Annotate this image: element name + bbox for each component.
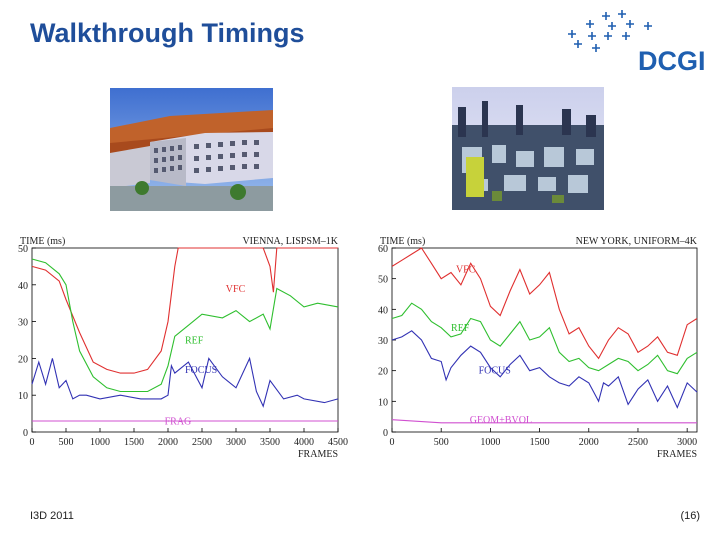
y-tick-label: 10 — [18, 391, 28, 402]
x-tick-label: 500 — [434, 437, 449, 448]
series-line-geom-bvol — [391, 419, 697, 424]
x-tick-label: 500 — [59, 437, 74, 448]
slide-number: (16) — [680, 510, 700, 522]
x-tick-label: 4000 — [294, 437, 314, 448]
x-tick-label: 2000 — [158, 437, 178, 448]
chart-title: NEW YORK, UNIFORM–4K — [576, 236, 698, 247]
logo-stars — [568, 10, 652, 52]
chart-title: VIENNA, LISPSM–1K — [242, 236, 338, 247]
y-tick-label: 40 — [378, 305, 388, 316]
conference-label: I3D 2011 — [30, 510, 74, 522]
x-tick-label: 1500 — [124, 437, 144, 448]
dcgi-logo: DCGI — [560, 6, 710, 76]
x-axis-label: FRAMES — [657, 449, 697, 460]
series-label: FOCUS — [185, 365, 217, 376]
y-tick-label: 20 — [18, 354, 28, 365]
series-line-focus — [31, 356, 339, 408]
x-tick-label: 3000 — [677, 437, 697, 448]
x-tick-label: 1000 — [480, 437, 500, 448]
x-axis-label: FRAMES — [298, 449, 338, 460]
series-line-vfc — [391, 247, 698, 360]
y-tick-label: 10 — [378, 397, 388, 408]
vienna-timing-chart: 0 10 20 30 40 50 0 500 1000 1500 2000 2500 3000 3500 4… — [10, 228, 350, 468]
series-label: REF — [185, 336, 204, 347]
series-line-ref — [391, 302, 698, 375]
x-tick-label: 2500 — [628, 437, 648, 448]
series-line-ref — [31, 258, 339, 393]
series-label: VFC — [456, 265, 476, 276]
x-tick-label: 4500 — [328, 437, 348, 448]
slide-title: Walkthrough Timings — [30, 18, 305, 48]
y-tick-label: 0 — [23, 428, 28, 439]
y-tick-label: 60 — [378, 244, 388, 255]
y-tick-label: 30 — [18, 318, 28, 329]
series-label: VFC — [226, 284, 246, 295]
series-label: REF — [451, 323, 470, 334]
series-label: FRAG — [165, 417, 192, 428]
new-york-timing-chart: 0 10 20 30 40 50 60 0 500 1000 1500 2000 2500 3000 TIM… — [370, 228, 705, 468]
y-tick-label: 50 — [18, 244, 28, 255]
y-axis-label: TIME (ms) — [20, 236, 65, 247]
y-axis-label: TIME (ms) — [380, 236, 425, 247]
y-tick-label: 50 — [378, 275, 388, 286]
new-york-scene-thumbnail — [452, 87, 604, 210]
plot-frame — [391, 247, 698, 433]
logo-text: DCGI — [638, 46, 706, 76]
series-label: FOCUS — [479, 366, 511, 377]
series-line-vfc — [31, 247, 338, 374]
y-tick-label: 20 — [378, 367, 388, 378]
y-tick-label: 0 — [383, 428, 388, 439]
series-label: GEOM+BVOL — [470, 415, 532, 426]
x-tick-label: 3500 — [260, 437, 280, 448]
x-tick-label: 0 — [390, 437, 395, 448]
x-tick-label: 0 — [30, 437, 35, 448]
y-tick-label: 30 — [378, 336, 388, 347]
x-tick-label: 2500 — [192, 437, 212, 448]
series-line-focus — [391, 330, 698, 409]
x-tick-label: 3000 — [226, 437, 246, 448]
x-tick-label: 2000 — [579, 437, 599, 448]
y-tick-label: 40 — [18, 281, 28, 292]
vienna-scene-thumbnail — [110, 88, 273, 211]
x-tick-label: 1000 — [90, 437, 110, 448]
x-tick-label: 1500 — [530, 437, 550, 448]
